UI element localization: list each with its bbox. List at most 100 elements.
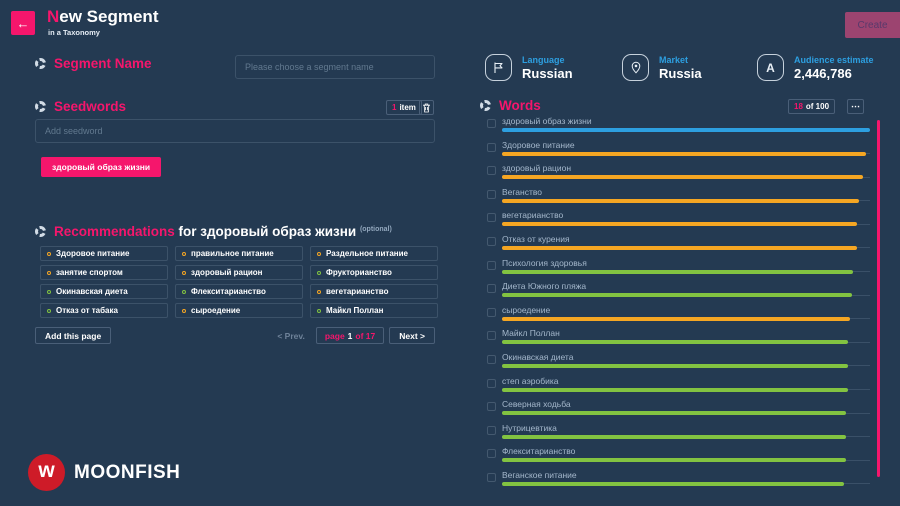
word-score-bar	[502, 222, 870, 227]
next-page-button[interactable]: Next >	[389, 327, 435, 344]
audience-icon: A	[757, 54, 784, 81]
page-indicator-prefix: page	[324, 330, 345, 341]
word-row: Веганское питание	[480, 470, 870, 494]
segment-name-input[interactable]	[235, 55, 435, 79]
word-score-bar	[502, 387, 870, 392]
word-row: Майкл Поллан	[480, 328, 870, 352]
word-checkbox[interactable]	[487, 260, 496, 270]
word-score-fill	[502, 293, 852, 298]
chip-label: вегетарианство	[326, 287, 389, 296]
recommendation-chip[interactable]: Майкл Поллан	[310, 303, 438, 318]
chip-label: здоровый рацион	[191, 268, 263, 277]
recommendation-chip[interactable]: сыроедение	[175, 303, 303, 318]
location-pin-icon	[622, 54, 649, 81]
add-this-page-button[interactable]: Add this page	[35, 327, 112, 344]
word-checkbox[interactable]	[487, 425, 496, 435]
word-score-bar	[502, 151, 870, 156]
word-checkbox[interactable]	[487, 213, 496, 223]
recommendation-chip[interactable]: Фрукторианство	[310, 265, 438, 280]
recommendation-chip[interactable]: Флекситарианство	[175, 284, 303, 299]
word-checkbox[interactable]	[487, 472, 496, 482]
word-row: сыроедение	[480, 305, 870, 329]
word-label: Флекситарианство	[502, 446, 576, 457]
seedword-input[interactable]	[35, 119, 435, 143]
recommendation-chip[interactable]: здоровый рацион	[175, 265, 303, 280]
words-more-button[interactable]: ⋯	[847, 99, 864, 114]
delete-seedwords-button[interactable]	[419, 100, 434, 115]
create-button[interactable]: Create	[845, 12, 900, 38]
word-score-bar	[502, 481, 870, 486]
word-label: степ аэробика	[502, 375, 559, 386]
word-label: Здоровое питание	[502, 139, 575, 150]
chip-label: сыроедение	[191, 306, 241, 315]
chip-label: Флекситарианство	[191, 287, 266, 296]
word-checkbox[interactable]	[487, 166, 496, 176]
word-row: Флекситарианство	[480, 446, 870, 470]
recommendation-chip[interactable]: Раздельное питание	[310, 246, 438, 261]
word-row: Нутрицевтика	[480, 423, 870, 447]
words-scrollbar[interactable]	[877, 120, 880, 477]
recommendation-chip[interactable]: правильное питание	[175, 246, 303, 261]
chip-status-dot-icon	[182, 308, 186, 313]
recommendation-chip[interactable]: Окинавская диета	[40, 284, 168, 299]
chip-label: Раздельное питание	[326, 249, 408, 258]
seedwords-count-unit: item	[399, 103, 416, 112]
recommendation-chip[interactable]: занятие спортом	[40, 265, 168, 280]
word-checkbox[interactable]	[487, 142, 496, 152]
recommendations-optional-text: (optional)	[359, 226, 392, 233]
word-row: степ аэробика	[480, 376, 870, 400]
recommendations-pagination: Add this page < Prev. page 1 of 17 Next …	[35, 327, 435, 344]
chip-status-dot-icon	[47, 308, 51, 313]
words-ring-icon	[480, 100, 491, 111]
moonfish-logo-icon: w	[28, 454, 65, 491]
seedwords-count-value: 1	[392, 103, 397, 112]
word-checkbox[interactable]	[487, 119, 496, 128]
page-indicator: page 1 of 17	[315, 327, 385, 344]
word-checkbox[interactable]	[487, 236, 496, 246]
word-checkbox[interactable]	[487, 354, 496, 364]
word-row: Отказ от курения	[480, 234, 870, 258]
word-checkbox[interactable]	[487, 378, 496, 388]
recommendations-section-header: Recommendations for здоровый образ жизни…	[35, 224, 392, 239]
summary-audience-text: Audience estimate 2,446,786	[794, 55, 874, 81]
flag-icon	[485, 54, 512, 81]
word-score-bar	[502, 411, 870, 416]
word-checkbox[interactable]	[487, 284, 496, 294]
word-score-fill	[502, 198, 859, 203]
seedword-tag[interactable]: здоровый образ жизни	[41, 157, 162, 177]
word-label: здоровый рацион	[502, 163, 572, 174]
segment-name-section-header: Segment Name	[35, 56, 152, 71]
page-subtitle: in a Taxonomy	[48, 28, 100, 37]
word-score-bar	[502, 316, 870, 321]
chip-status-dot-icon	[47, 289, 51, 294]
word-checkbox[interactable]	[487, 331, 496, 341]
prev-page-button[interactable]: < Prev.	[277, 330, 305, 341]
seedwords-label: Seedwords	[54, 99, 127, 114]
back-button[interactable]: ←	[11, 11, 35, 35]
word-checkbox[interactable]	[487, 449, 496, 459]
summary-language: Language Russian	[485, 54, 622, 81]
recommendation-chip[interactable]: вегетарианство	[310, 284, 438, 299]
recommendations-label-accent: Recommendations	[54, 224, 175, 239]
word-label: Майкл Поллан	[502, 328, 560, 339]
ellipsis-icon: ⋯	[851, 101, 860, 111]
word-checkbox[interactable]	[487, 189, 496, 199]
chip-status-dot-icon	[47, 270, 51, 275]
summary-language-text: Language Russian	[522, 55, 573, 81]
word-checkbox[interactable]	[487, 307, 496, 317]
page-title-accent: N	[47, 7, 60, 26]
recommendation-chip[interactable]: Здоровое питание	[40, 246, 168, 261]
word-label: вегетарианство	[502, 210, 564, 221]
language-label: Language	[522, 54, 565, 65]
word-score-fill	[502, 340, 848, 345]
chip-status-dot-icon	[317, 270, 321, 275]
word-score-bar	[502, 198, 870, 203]
chip-status-dot-icon	[317, 251, 321, 256]
chip-label: Окинавская диета	[56, 287, 128, 296]
segment-name-label: Segment Name	[54, 56, 152, 71]
word-score-fill	[502, 245, 858, 250]
recommendation-chip[interactable]: Отказ от табака	[40, 303, 168, 318]
word-checkbox[interactable]	[487, 402, 496, 412]
word-score-bar	[502, 128, 870, 132]
chip-status-dot-icon	[182, 270, 186, 275]
